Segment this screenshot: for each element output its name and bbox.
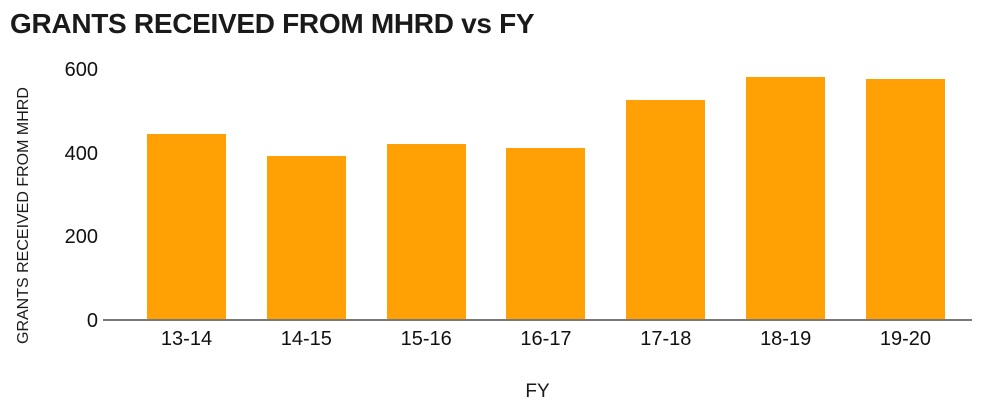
x-tick-label: 16-17 xyxy=(520,328,572,350)
y-tick-label: 400 xyxy=(64,142,98,165)
x-axis-ticks: 13-14 14-15 15-16 16-17 17-18 18-19 19-20 xyxy=(103,328,972,351)
y-tick-label: 200 xyxy=(64,226,98,249)
x-tick-label: 19-20 xyxy=(879,328,932,350)
bar-17-18 xyxy=(626,99,706,319)
bar-15-16 xyxy=(386,143,466,319)
bar-13-14 xyxy=(147,133,226,319)
x-tick-label: 18-19 xyxy=(760,328,812,350)
x-tick-label: 15-16 xyxy=(400,328,452,350)
bar-14-15 xyxy=(266,155,346,319)
plot-area xyxy=(103,70,972,321)
y-axis-ticks: 0 200 400 600 xyxy=(0,60,98,331)
bar-19-20 xyxy=(865,79,945,319)
x-tick-label: 13-14 xyxy=(160,328,213,350)
y-tick-label: 600 xyxy=(64,59,98,81)
bar-16-17 xyxy=(506,148,586,319)
x-axis-title: FY xyxy=(525,381,550,402)
y-tick-label: 0 xyxy=(86,310,98,332)
chart-title: GRANTS RECEIVED FROM MHRD vs FY xyxy=(10,8,535,39)
bar-18-19 xyxy=(746,77,826,319)
x-tick-label: 14-15 xyxy=(280,328,332,350)
x-tick-label: 17-18 xyxy=(640,328,692,350)
